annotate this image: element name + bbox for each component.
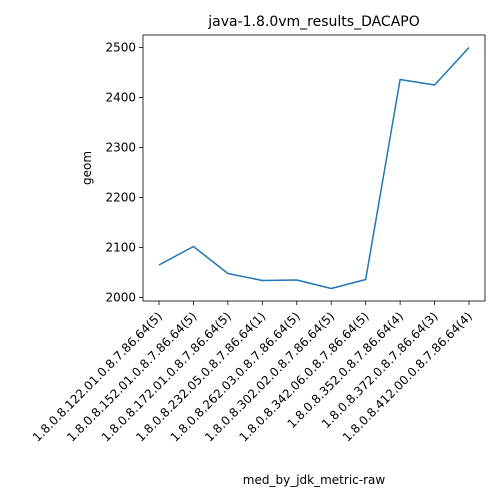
- y-tick-label: 2400: [105, 91, 136, 105]
- series-line: [158, 46, 470, 290]
- y-tick-label: 2000: [105, 291, 136, 305]
- series-layer: [158, 46, 470, 290]
- y-tick-label: 2300: [105, 141, 136, 155]
- chart-title: java-1.8.0vm_results_DACAPO: [207, 14, 420, 30]
- x-axis: 1.8.0.8.122.01.0.8.7.86.64(5)1.8.0.8.152…: [30, 301, 475, 445]
- y-axis: 2000 2100 2200 2300 2400 2500: [105, 41, 143, 305]
- x-axis-label: med_by_jdk_metric-raw: [243, 473, 386, 487]
- plot-frame: [142, 34, 486, 302]
- y-tick-label: 2500: [105, 41, 136, 55]
- y-tick-label: 2200: [105, 191, 136, 205]
- y-tick-label: 2100: [105, 241, 136, 255]
- y-axis-label: geom: [80, 151, 94, 185]
